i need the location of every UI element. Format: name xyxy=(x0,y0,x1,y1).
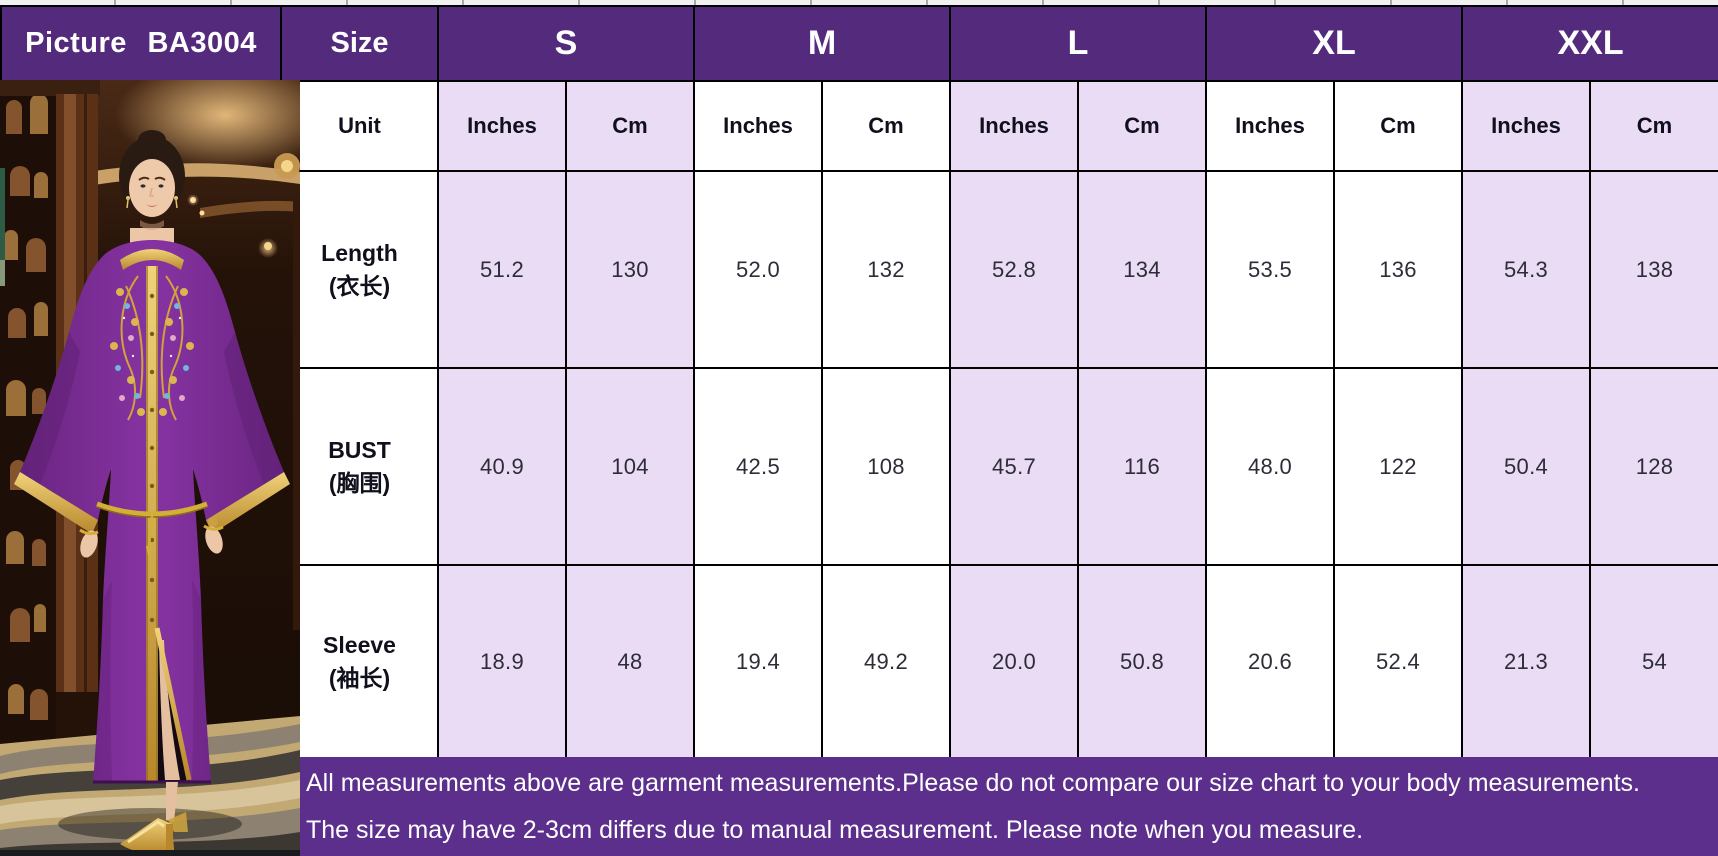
unit-col-header: Cm xyxy=(565,80,695,172)
row-label-zh: (袖长) xyxy=(328,664,391,691)
value-cell: 52.8 xyxy=(949,170,1080,369)
value-cell: 51.2 xyxy=(437,170,567,369)
size-col-header-xl: XL xyxy=(1205,5,1464,82)
row-label-en: Length xyxy=(321,240,398,267)
value-cell: 50.4 xyxy=(1461,367,1592,566)
unit-col-header: Inches xyxy=(437,80,567,172)
unit-col-header: Inches xyxy=(693,80,823,172)
value-cell: 122 xyxy=(1333,367,1464,566)
row-label-en: BUST xyxy=(328,437,391,464)
unit-col-header: Inches xyxy=(1461,80,1592,172)
value-cell: 128 xyxy=(1589,367,1718,566)
value-cell: 21.3 xyxy=(1461,564,1592,759)
value-cell: 54 xyxy=(1589,564,1718,759)
unit-col-header: Cm xyxy=(1333,80,1464,172)
picture-header-cell: Picture BA3004 xyxy=(0,5,282,82)
value-cell: 130 xyxy=(565,170,695,369)
unit-col-header: Inches xyxy=(949,80,1080,172)
value-cell: 132 xyxy=(820,170,952,369)
spreadsheet-column-ruler xyxy=(0,0,1718,5)
row-label-sleeve: Sleeve (袖长) xyxy=(280,564,439,759)
value-cell: 42.5 xyxy=(693,367,823,566)
value-cell: 18.9 xyxy=(437,564,567,759)
row-length: Length (衣长) 51.2 130 52.0 132 52.8 134 5… xyxy=(1,170,1718,369)
footer-note: All measurements above are garment measu… xyxy=(280,757,1718,856)
footer-note-line1: All measurements above are garment measu… xyxy=(306,769,1640,797)
row-bust: BUST (胸围) 40.9 104 42.5 108 45.7 116 48.… xyxy=(1,367,1718,566)
size-col-header-l: L xyxy=(949,5,1208,82)
value-cell: 108 xyxy=(820,367,952,566)
size-col-header-xxl: XXL xyxy=(1461,5,1718,82)
value-cell: 49.2 xyxy=(820,564,952,759)
product-photo xyxy=(0,60,335,856)
value-cell: 53.5 xyxy=(1205,170,1336,369)
value-cell: 50.8 xyxy=(1077,564,1208,759)
value-cell: 48 xyxy=(565,564,695,759)
unit-label-cell: Unit xyxy=(280,80,439,172)
value-cell: 45.7 xyxy=(949,367,1080,566)
table-header-row: Picture BA3004 Size S M L XL XXL xyxy=(0,5,1718,82)
value-cell: 136 xyxy=(1333,170,1464,369)
value-cell: 52.4 xyxy=(1333,564,1464,759)
value-cell: 48.0 xyxy=(1205,367,1336,566)
value-cell: 54.3 xyxy=(1461,170,1592,369)
value-cell: 20.0 xyxy=(949,564,1080,759)
value-cell: 116 xyxy=(1077,367,1208,566)
value-cell: 20.6 xyxy=(1205,564,1336,759)
row-label-bust: BUST (胸围) xyxy=(280,367,439,566)
value-cell: 40.9 xyxy=(437,367,567,566)
unit-col-header: Cm xyxy=(1589,80,1718,172)
size-col-header-m: M xyxy=(692,5,952,82)
row-label-length: Length (衣长) xyxy=(280,170,439,369)
value-cell: 104 xyxy=(565,367,695,566)
unit-col-header: Cm xyxy=(1077,80,1208,172)
value-cell: 138 xyxy=(1589,170,1718,369)
value-cell: 52.0 xyxy=(693,170,823,369)
row-label-zh: (衣长) xyxy=(328,272,391,299)
model-in-purple-kaftan-illustration xyxy=(0,60,335,856)
size-col-header-s: S xyxy=(437,5,695,82)
value-cell: 19.4 xyxy=(693,564,823,759)
row-label-en: Sleeve xyxy=(323,632,396,659)
unit-col-header: Inches xyxy=(1205,80,1336,172)
row-label-zh: (胸围) xyxy=(328,469,391,496)
row-sleeve: Sleeve (袖长) 18.9 48 19.4 49.2 20.0 50.8 … xyxy=(1,564,1718,759)
value-cell: 134 xyxy=(1077,170,1208,369)
footer-note-line2: The size may have 2-3cm differs due to m… xyxy=(306,816,1364,844)
size-header-cell: Size xyxy=(280,5,439,82)
unit-col-header: Cm xyxy=(820,80,952,172)
